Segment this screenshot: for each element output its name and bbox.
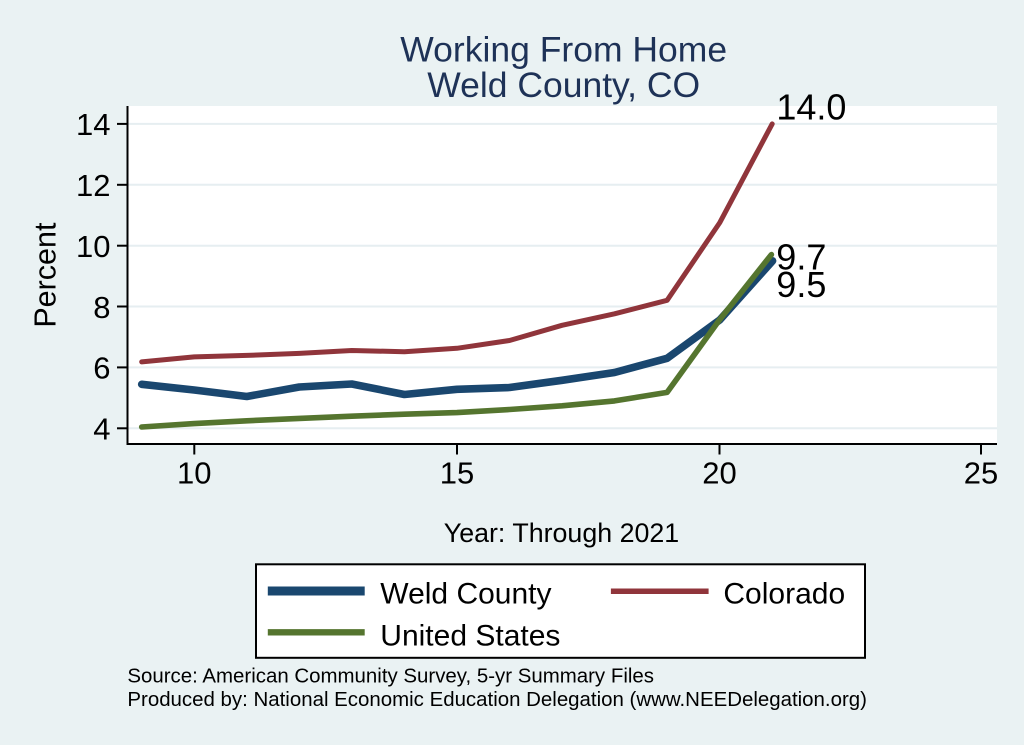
svg-text:15: 15 xyxy=(440,456,474,491)
svg-text:25: 25 xyxy=(964,456,998,491)
svg-text:Source: American Community Sur: Source: American Community Survey, 5-yr … xyxy=(127,664,654,687)
svg-text:Weld County: Weld County xyxy=(380,577,551,610)
svg-text:8: 8 xyxy=(93,290,110,325)
svg-text:9.5: 9.5 xyxy=(776,264,826,305)
svg-text:20: 20 xyxy=(702,456,736,491)
svg-text:Working From Home: Working From Home xyxy=(400,30,727,70)
svg-text:Year: Through 2021: Year: Through 2021 xyxy=(444,518,679,548)
svg-text:10: 10 xyxy=(177,456,211,491)
svg-text:6: 6 xyxy=(93,351,110,386)
svg-text:14.0: 14.0 xyxy=(776,86,846,127)
svg-text:Colorado: Colorado xyxy=(723,577,845,610)
svg-text:4: 4 xyxy=(93,412,110,447)
svg-text:Produced by: National Economic: Produced by: National Economic Education… xyxy=(127,688,867,711)
svg-text:12: 12 xyxy=(76,168,110,203)
svg-text:9.7: 9.7 xyxy=(776,237,826,278)
svg-text:10: 10 xyxy=(76,229,110,264)
svg-text:Weld County, CO: Weld County, CO xyxy=(427,65,700,105)
svg-text:United States: United States xyxy=(380,620,560,653)
svg-text:Percent: Percent xyxy=(28,222,62,328)
svg-text:14: 14 xyxy=(76,107,110,142)
